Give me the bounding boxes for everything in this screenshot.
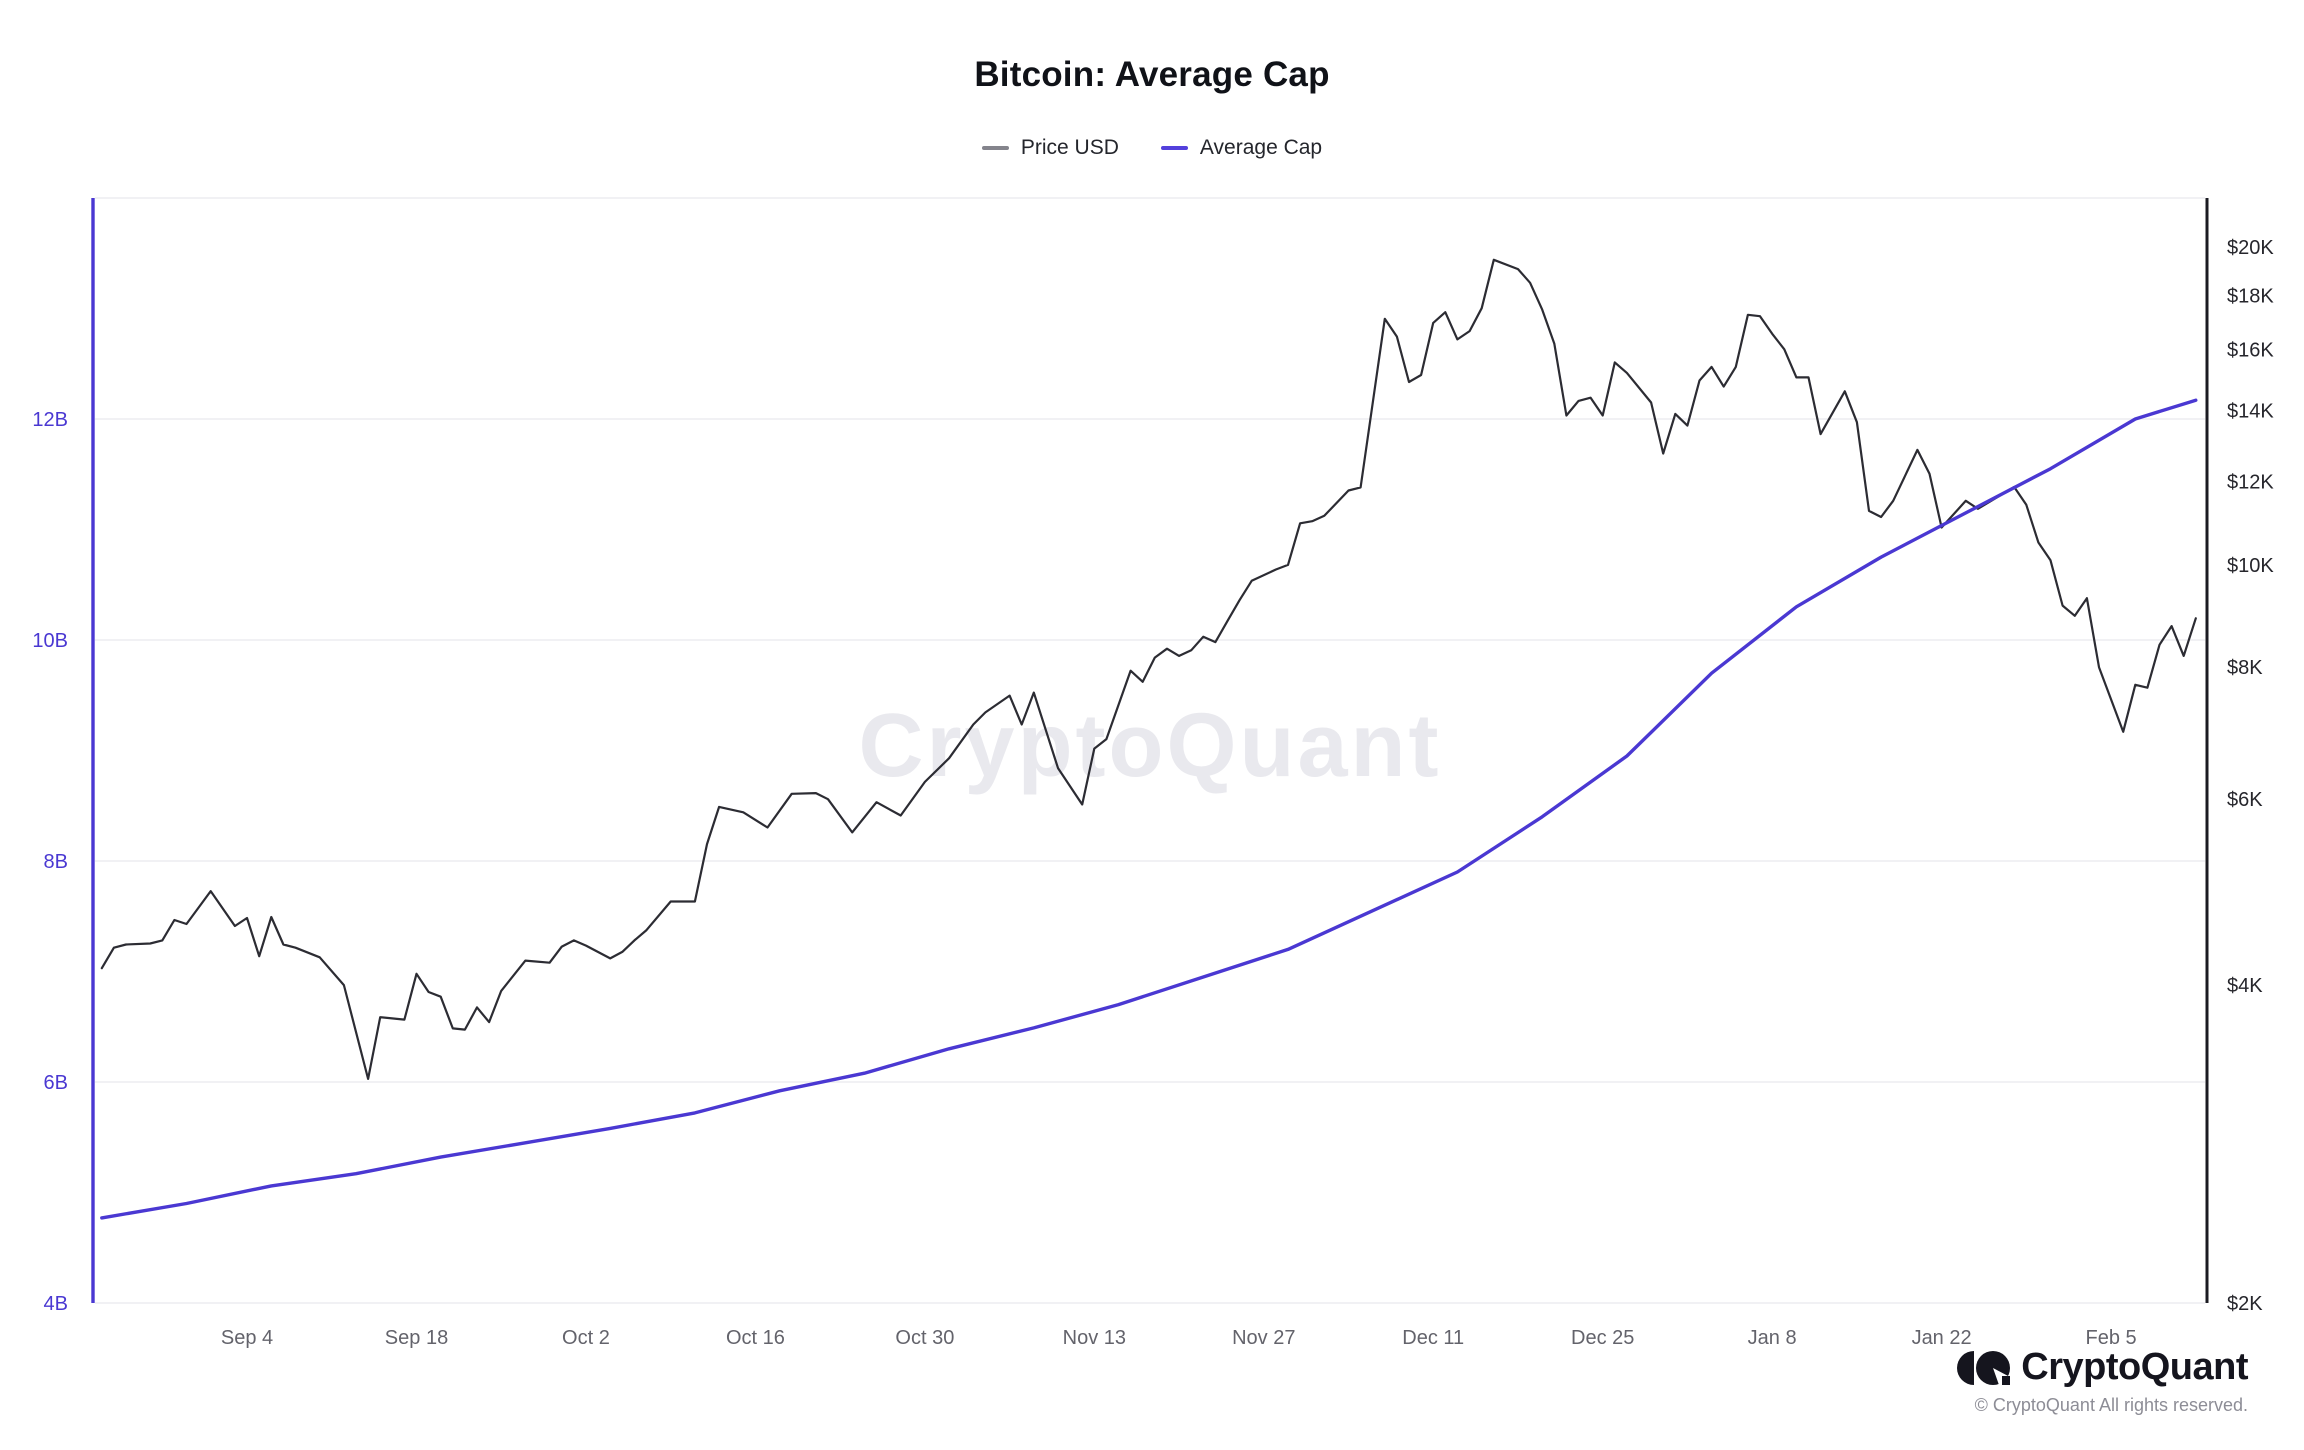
x-axis-tick-label: Nov 13 — [1063, 1327, 1126, 1349]
cryptoquant-brand: CryptoQuant © CryptoQuant All rights res… — [1953, 1346, 2248, 1416]
left-axis-tick-label: 10B — [32, 630, 68, 652]
right-axis-tick-label: $4K — [2227, 975, 2263, 997]
right-axis-tick-label: $12K — [2227, 471, 2274, 493]
brand-name: CryptoQuant — [2021, 1346, 2248, 1388]
average-cap-line-swatch-icon — [1160, 146, 1188, 150]
x-axis-tick-label: Oct 16 — [726, 1327, 785, 1349]
x-axis-tick-label: Oct 2 — [562, 1327, 610, 1349]
x-axis-tick-label: Sep 4 — [221, 1327, 273, 1349]
cryptoquant-logo-icon — [1957, 1350, 2011, 1385]
right-axis-tick-label: $18K — [2227, 285, 2274, 307]
x-axis-tick-label: Jan 8 — [1748, 1327, 1797, 1349]
x-axis-tick-label: Feb 5 — [2085, 1327, 2136, 1349]
price-usd-series-line — [100, 258, 2197, 1080]
price-usd-line-swatch-icon — [981, 146, 1009, 150]
right-axis-tick-label: $20K — [2227, 237, 2274, 259]
left-axis-tick-label: 4B — [44, 1293, 68, 1315]
x-axis-tick-label: Jan 22 — [1912, 1327, 1972, 1349]
x-axis-tick-label: Nov 27 — [1232, 1327, 1295, 1349]
gridlines — [95, 197, 2205, 1304]
chart-legend: Price USD Average Cap — [0, 136, 2304, 160]
right-axis-tick-label: $6K — [2227, 789, 2263, 811]
left-axis-tick-labels: 4B 6B 8B 10B 12B — [32, 409, 68, 1315]
right-axis-tick-label: $10K — [2227, 555, 2274, 577]
plot-area[interactable] — [93, 198, 2207, 1303]
brand-copyright: © CryptoQuant All rights reserved. — [1974, 1395, 2248, 1415]
right-axis-tick-labels: $2K $4K $6K $8K $10K $12K $14K $16K $18K $20K — [2227, 237, 2274, 1315]
x-axis-tick-label: Oct 30 — [895, 1327, 954, 1349]
right-axis-tick-label: $14K — [2227, 401, 2274, 423]
watermark-text: CryptoQuant — [859, 696, 1442, 796]
legend-item-average-cap[interactable]: Average Cap — [1160, 136, 1323, 160]
legend-item-price-usd[interactable]: Price USD — [981, 136, 1119, 160]
x-axis-tick-label: Dec 25 — [1571, 1327, 1634, 1349]
left-axis-tick-label: 6B — [44, 1072, 68, 1094]
chart-title: Bitcoin: Average Cap — [974, 55, 1330, 94]
x-axis-tick-labels: Sep 4 Sep 18 Oct 2 Oct 16 Oct 30 Nov 13 Nov 27… — [221, 1327, 2137, 1349]
right-axis-tick-label: $8K — [2227, 657, 2263, 679]
x-axis-tick-label: Sep 18 — [385, 1327, 448, 1349]
right-axis-tick-label: $2K — [2227, 1293, 2263, 1315]
x-axis-tick-label: Dec 11 — [1402, 1327, 1464, 1349]
right-axis-tick-label: $16K — [2227, 339, 2274, 361]
left-axis-tick-label: 8B — [44, 851, 68, 873]
average-cap-series-line — [100, 398, 2198, 1220]
legend-label-average-cap: Average Cap — [1199, 136, 1323, 159]
left-axis-tick-label: 12B — [32, 409, 68, 431]
legend-label-price-usd: Price USD — [1020, 136, 1119, 159]
